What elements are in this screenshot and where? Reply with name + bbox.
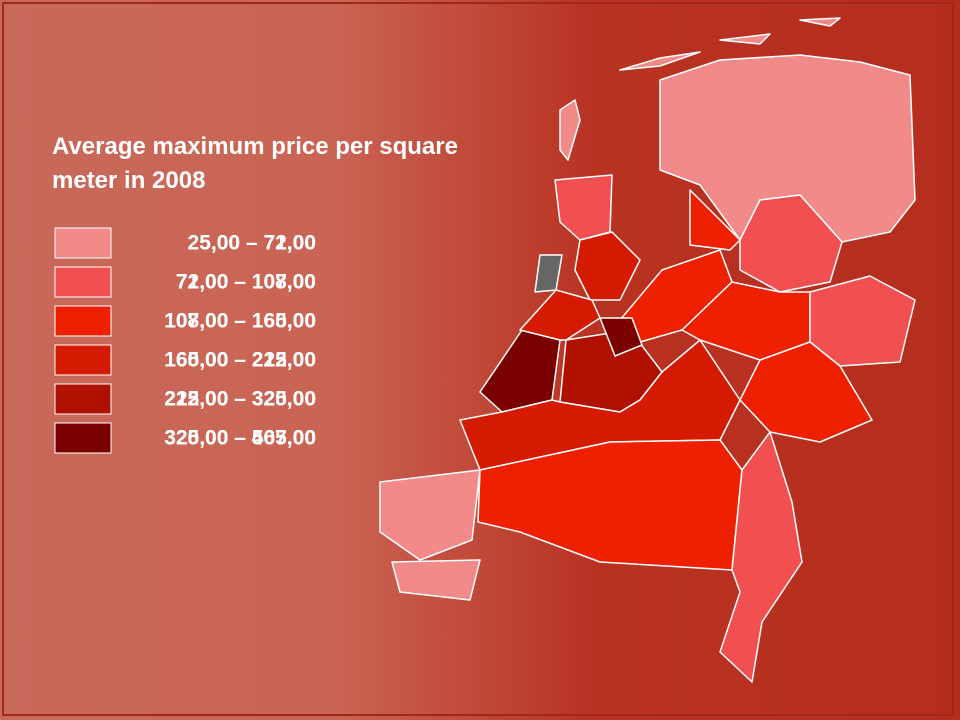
legend-label: 71,00 – 108,00: [176, 271, 316, 294]
legend-label: 25,00 – 72,00: [188, 232, 316, 255]
legend-swatch: [54, 422, 112, 454]
map-title: Average maximum price per square meter i…: [52, 133, 458, 194]
region-limburg: [719, 431, 803, 683]
legend-label: 325,00 – 505,00: [164, 427, 316, 450]
legend-label: 160,00 – 215,00: [164, 349, 316, 372]
region-south-holland: [479, 329, 561, 413]
legend-label: 320,00 – 467,00: [164, 427, 316, 450]
legend-label: 5,00 – 71,00: [199, 232, 316, 255]
region-achterhoek: [739, 341, 873, 443]
legend-label: 215,00 – 320,00: [164, 388, 316, 411]
islands: [559, 17, 841, 161]
region-haarlem: [534, 254, 563, 293]
legend-swatch: [54, 344, 112, 376]
region-drenthe: [739, 194, 843, 293]
legend-label: 72,00 – 107,00: [176, 271, 316, 294]
legend-label: 107,00 – 160,00: [164, 310, 316, 333]
legend-label: 222,00 – 325,00: [164, 388, 316, 411]
legend: 25,00 – 72,005,00 – 71,00 72,00 – 107,007…: [54, 227, 316, 454]
legend-label: 108,00 – 165,00: [164, 310, 316, 333]
region-nh-north: [554, 174, 613, 241]
netherlands-map: [379, 17, 916, 683]
legend-swatch: [54, 266, 112, 298]
region-zeeland: [379, 469, 481, 601]
legend-swatch: [54, 305, 112, 337]
region-amsterdam: [599, 317, 643, 357]
region-twente: [809, 275, 916, 367]
region-zaanstreek: [574, 231, 641, 301]
region-flevoland: [689, 189, 741, 251]
legend-swatch: [54, 383, 112, 415]
legend-label: 165,00 – 222,00: [164, 349, 316, 372]
region-north: [659, 54, 916, 243]
legend-swatch: [54, 227, 112, 259]
